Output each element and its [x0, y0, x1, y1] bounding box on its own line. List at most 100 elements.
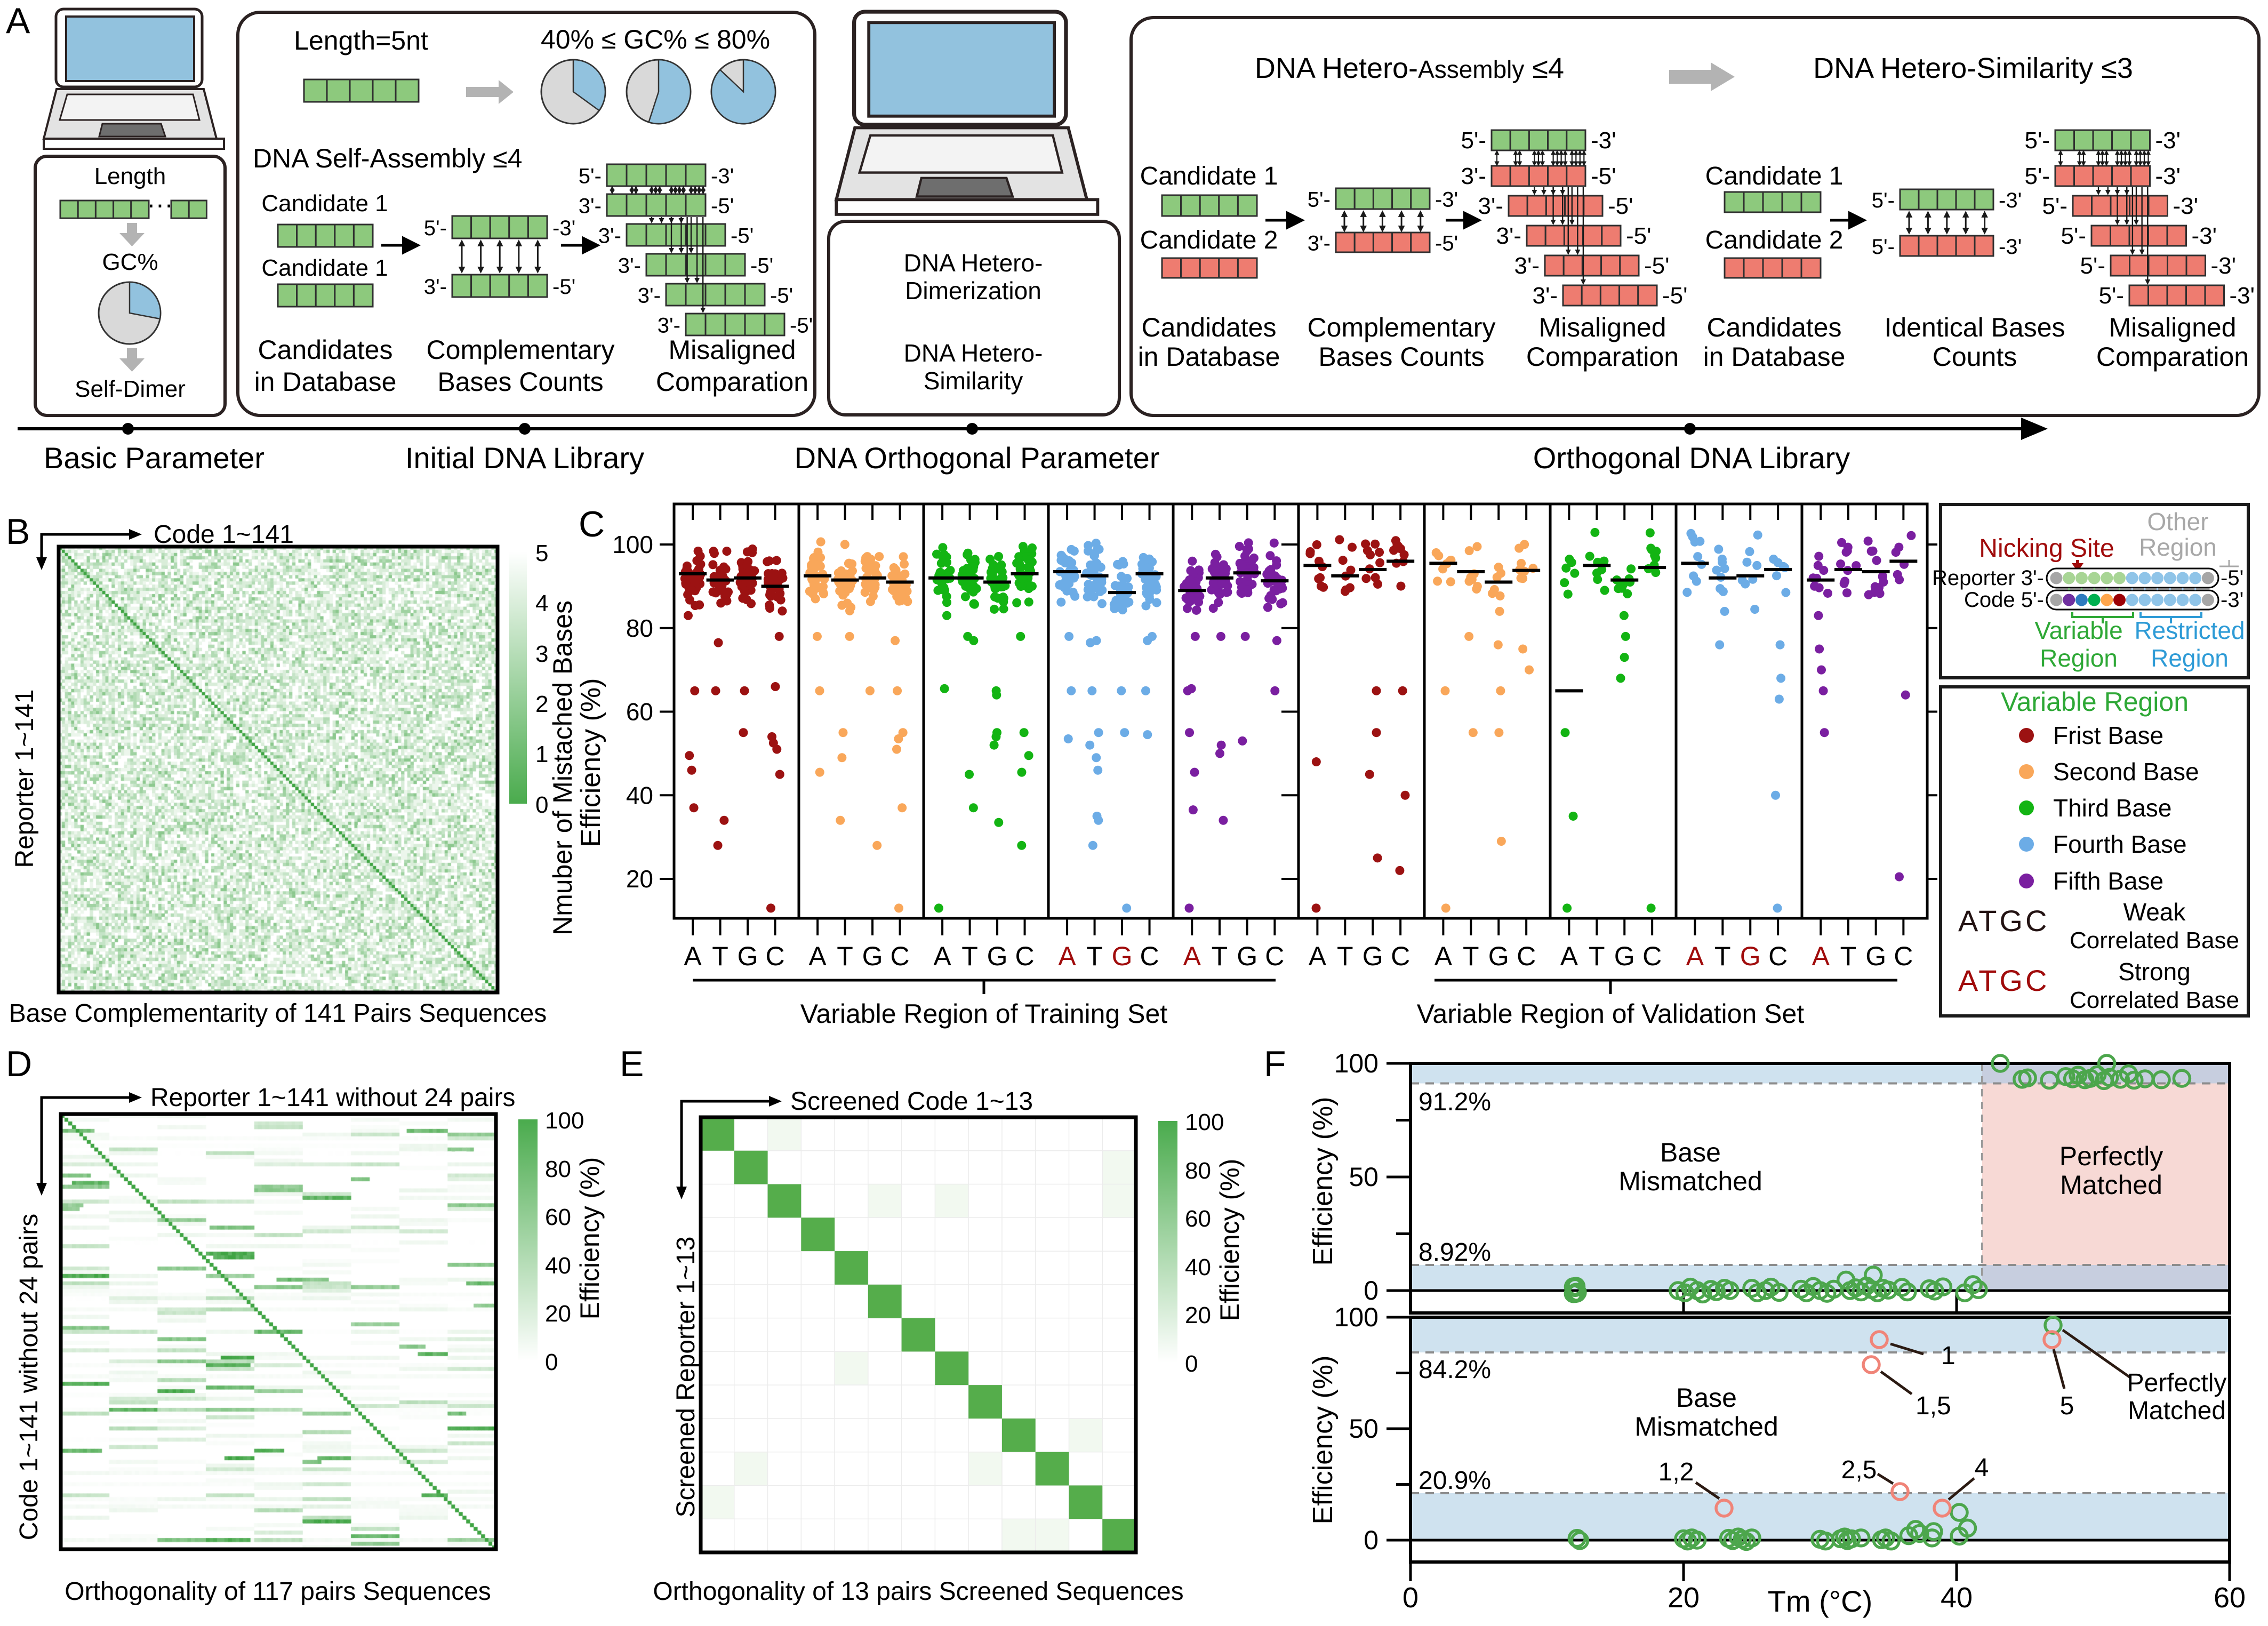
- svg-text:Candidate 1: Candidate 1: [261, 255, 388, 281]
- svg-text:Base: Base: [1660, 1138, 1721, 1167]
- svg-text:0: 0: [1364, 1276, 1379, 1305]
- svg-text:···: ···: [147, 189, 173, 219]
- svg-text:D: D: [6, 1044, 32, 1084]
- svg-text:Candidates: Candidates: [258, 335, 393, 365]
- svg-text:20: 20: [1668, 1582, 1700, 1614]
- svg-text:-5': -5': [770, 284, 793, 308]
- svg-text:Code 5'-: Code 5'-: [1964, 588, 2044, 612]
- svg-text:in Database: in Database: [1138, 342, 1280, 372]
- svg-text:20: 20: [626, 865, 653, 893]
- svg-text:-5': -5': [790, 314, 813, 338]
- svg-text:-5': -5': [731, 225, 754, 248]
- svg-text:Basic Parameter: Basic Parameter: [44, 441, 265, 475]
- svg-text:20: 20: [1185, 1302, 1211, 1328]
- svg-text:Fourth Base: Fourth Base: [2053, 830, 2187, 858]
- svg-text:A: A: [1434, 941, 1453, 971]
- svg-text:20.9%: 20.9%: [1418, 1467, 1491, 1495]
- svg-text:F: F: [1264, 1044, 1286, 1084]
- svg-text:80: 80: [1185, 1158, 1211, 1184]
- svg-text:-3': -3': [1999, 189, 2022, 212]
- svg-text:4: 4: [1975, 1454, 1989, 1482]
- svg-text:Variable Region of Training Se: Variable Region of Training Set: [800, 999, 1167, 1029]
- svg-text:T: T: [1840, 941, 1857, 971]
- svg-text:T: T: [1212, 941, 1228, 971]
- svg-text:Tm (°C): Tm (°C): [1768, 1584, 1873, 1618]
- svg-text:Code 1~141: Code 1~141: [154, 520, 294, 549]
- svg-text:3'-: 3'-: [1532, 283, 1558, 309]
- svg-text:20: 20: [545, 1301, 571, 1327]
- svg-text:Nmuber of Mistached Bases: Nmuber of Mistached Bases: [548, 600, 578, 935]
- svg-text:-5': -5': [711, 195, 734, 218]
- svg-text:Variable Region of Validation: Variable Region of Validation Set: [1417, 999, 1805, 1029]
- svg-text:Orthogonality of 13 pairs Scre: Orthogonality of 13 pairs Screened Seque…: [653, 1577, 1183, 1606]
- svg-text:80: 80: [545, 1156, 571, 1182]
- svg-text:100: 100: [1185, 1109, 1224, 1135]
- svg-text:84.2%: 84.2%: [1418, 1356, 1491, 1384]
- svg-text:E: E: [620, 1044, 644, 1084]
- svg-text:3'-: 3'-: [638, 284, 661, 308]
- svg-text:Restricted: Restricted: [2134, 616, 2245, 644]
- svg-text:-5': -5': [1608, 193, 1633, 219]
- svg-text:GC%: GC%: [102, 249, 158, 275]
- svg-text:A: A: [1058, 941, 1076, 971]
- svg-text:100: 100: [545, 1108, 584, 1134]
- svg-text:Other: Other: [2147, 508, 2208, 535]
- svg-text:T: T: [1463, 941, 1479, 971]
- svg-text:G: G: [1488, 941, 1509, 971]
- svg-text:-5': -5': [1626, 223, 1652, 249]
- svg-text:-3': -3': [2155, 163, 2181, 189]
- svg-text:60: 60: [545, 1204, 571, 1230]
- svg-text:Weak: Weak: [2123, 898, 2186, 926]
- svg-text:C: C: [579, 504, 605, 544]
- svg-text:50: 50: [1349, 1162, 1379, 1192]
- svg-text:Base Complementarity of 141 Pa: Base Complementarity of 141 Pairs Sequen…: [9, 999, 547, 1028]
- svg-text:Region: Region: [2040, 644, 2118, 672]
- svg-text:Perfectly: Perfectly: [2059, 1141, 2163, 1171]
- svg-text:A: A: [6, 1, 30, 41]
- svg-text:Efficiency (%): Efficiency (%): [1215, 1159, 1245, 1321]
- svg-text:C: C: [1894, 941, 1913, 971]
- svg-text:Orthogonality of 117 pairs Seq: Orthogonality of 117 pairs Sequences: [65, 1577, 491, 1606]
- svg-text:Initial DNA Library: Initial DNA Library: [405, 441, 644, 475]
- svg-text:5'-: 5'-: [2080, 253, 2105, 279]
- svg-text:Candidates: Candidates: [1707, 313, 1842, 342]
- svg-text:-3': -3': [2192, 223, 2217, 249]
- svg-text:G: G: [1865, 941, 1886, 971]
- svg-text:0: 0: [1185, 1351, 1198, 1377]
- svg-text:-3': -3': [2155, 127, 2181, 154]
- svg-text:5: 5: [2060, 1392, 2074, 1420]
- svg-text:Screened Reporter 1~13: Screened Reporter 1~13: [672, 1236, 700, 1517]
- svg-text:-3': -3': [2173, 193, 2199, 219]
- svg-text:-3': -3': [2221, 588, 2243, 612]
- svg-text:5'-: 5'-: [424, 217, 447, 240]
- svg-text:T: T: [1086, 941, 1103, 971]
- svg-text:Matched: Matched: [2128, 1397, 2226, 1425]
- svg-text:in Database: in Database: [1703, 342, 1846, 372]
- svg-text:-3': -3': [2211, 253, 2237, 279]
- svg-text:5'-: 5'-: [2024, 163, 2050, 189]
- svg-text:Complementary: Complementary: [427, 335, 615, 365]
- svg-text:Screened Code 1~13: Screened Code 1~13: [790, 1087, 1033, 1116]
- svg-text:C: C: [1265, 941, 1284, 971]
- svg-text:0: 0: [1364, 1525, 1379, 1555]
- svg-text:-3': -3': [711, 165, 734, 188]
- svg-text:DNA Hetero-Similarity ≤3: DNA Hetero-Similarity ≤3: [1813, 52, 2133, 84]
- svg-text:-5': -5': [552, 275, 575, 299]
- svg-text:T: T: [1714, 941, 1731, 971]
- svg-text:40% ≤ GC% ≤ 80%: 40% ≤ GC% ≤ 80%: [541, 25, 770, 54]
- svg-text:Efficiency (%): Efficiency (%): [575, 1157, 605, 1320]
- svg-text:3'-: 3'-: [1496, 223, 1521, 249]
- svg-text:T: T: [712, 941, 728, 971]
- svg-text:Frist Base: Frist Base: [2053, 722, 2163, 749]
- svg-text:-3': -3': [1999, 235, 2022, 259]
- svg-text:Reporter 3'-: Reporter 3'-: [1932, 566, 2044, 590]
- svg-text:Candidate 1: Candidate 1: [261, 190, 388, 217]
- svg-text:A: A: [1309, 941, 1327, 971]
- svg-text:Perfectly: Perfectly: [2127, 1369, 2227, 1397]
- svg-text:DNA Self-Assembly ≤4: DNA Self-Assembly ≤4: [253, 143, 522, 173]
- svg-text:3'-: 3'-: [658, 314, 680, 338]
- svg-text:Fifth Base: Fifth Base: [2053, 867, 2163, 895]
- svg-text:T: T: [1589, 941, 1605, 971]
- svg-text:8.92%: 8.92%: [1418, 1238, 1491, 1267]
- svg-text:5'-: 5'-: [2042, 193, 2067, 219]
